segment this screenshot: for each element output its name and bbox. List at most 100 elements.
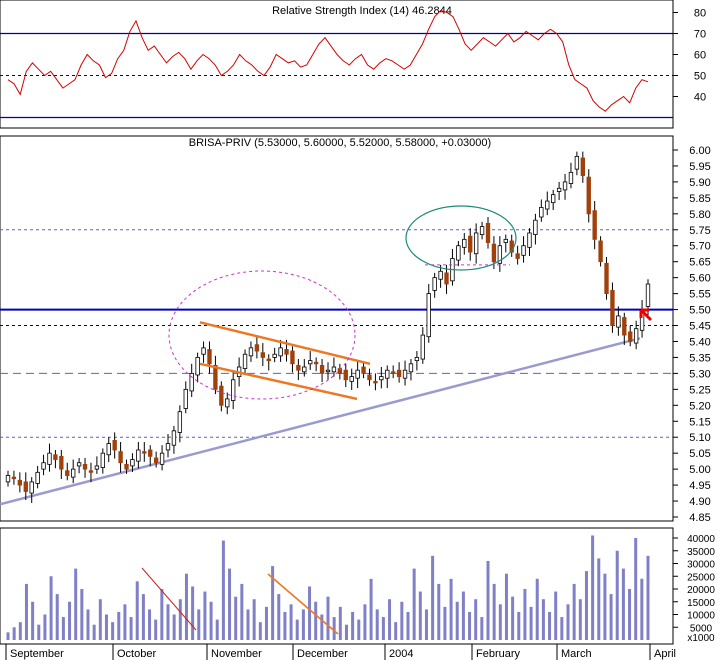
candle (159, 445, 165, 471)
volume-bar (468, 611, 472, 640)
volume-bar (560, 617, 564, 640)
volume-bar (480, 617, 484, 640)
candle-body (153, 457, 159, 464)
candle-body (527, 232, 532, 248)
candle (177, 405, 183, 443)
candle (308, 351, 313, 370)
candle (189, 363, 194, 398)
volume-bar (308, 586, 312, 640)
volume-bar (80, 589, 84, 640)
price-tick-label: 5.55 (689, 289, 710, 301)
candle-body (622, 317, 627, 336)
candle (361, 362, 366, 379)
candle-body (628, 331, 633, 342)
volume-bar (252, 599, 256, 640)
candle (562, 173, 568, 200)
candle-body (201, 347, 206, 355)
volume-bar (111, 622, 115, 640)
volume-bar (264, 606, 268, 640)
candle (165, 434, 171, 458)
price-tick-label: 5.95 (689, 161, 710, 173)
candle-body (313, 361, 319, 365)
candle-body (88, 470, 94, 473)
volume-bar (37, 624, 41, 640)
candle-body (349, 376, 354, 382)
volume-bar (209, 601, 213, 640)
candle-body (219, 385, 224, 406)
volume-bar (295, 619, 299, 640)
price-tick-label: 5.35 (689, 352, 710, 364)
candle (349, 368, 354, 390)
volume-bar (394, 622, 398, 640)
candle-body (438, 270, 443, 280)
candle (41, 454, 46, 476)
price-tick-label: 5.25 (689, 384, 710, 396)
candle (337, 363, 343, 380)
candle (59, 449, 64, 480)
candle (622, 312, 627, 345)
candle-body (408, 363, 414, 373)
month-label: October (117, 648, 156, 660)
candle (539, 199, 544, 222)
candle-body (71, 468, 76, 478)
candle-body (391, 371, 396, 374)
volume-bar (178, 599, 182, 640)
candle (5, 470, 11, 487)
price-tick-label: 5.70 (689, 241, 710, 253)
candle (633, 320, 639, 350)
candle (201, 341, 206, 363)
candle (515, 245, 520, 265)
candle (438, 264, 443, 288)
candle (260, 343, 265, 367)
candle-body (136, 449, 141, 462)
candle-body (426, 293, 431, 338)
candle (367, 368, 372, 386)
candle-body (539, 207, 544, 218)
volume-bar (406, 611, 410, 640)
candle (580, 151, 585, 183)
price-tick-label: 6.00 (689, 145, 710, 157)
candle-body (112, 440, 117, 451)
volume-bar (381, 617, 385, 640)
volume-bar (474, 599, 478, 640)
candle-body (242, 353, 248, 370)
candle (71, 459, 76, 484)
volume-bar (431, 555, 435, 640)
candle (391, 365, 396, 379)
candle-body (367, 374, 372, 381)
candle-body (159, 452, 165, 465)
volume-bar (572, 583, 576, 640)
candle (385, 365, 390, 389)
candle (551, 189, 556, 210)
candle-body (171, 430, 177, 446)
candle-body (266, 358, 271, 362)
volume-bar (504, 573, 508, 640)
volume-bar (49, 576, 53, 640)
candle-body (551, 194, 556, 204)
volume-bar (184, 573, 188, 640)
candle (325, 362, 331, 381)
volume-bar (31, 601, 35, 640)
candle (509, 234, 514, 257)
candle-body (118, 451, 123, 464)
candle (414, 351, 420, 371)
candle-body (355, 369, 360, 379)
candle-body (213, 365, 218, 390)
candle-body (610, 290, 615, 326)
volume-bar (351, 611, 355, 640)
axes: 80 70 60 50 40 6.00 5.95 5.90 5.85 5.80 5.75 5.70 5.… (5, 8, 715, 660)
price-tick-label: 5.80 (689, 209, 710, 221)
volume-bar (326, 596, 330, 640)
price-tick-label: 5.65 (689, 257, 710, 269)
candle (207, 341, 212, 374)
candle (456, 240, 461, 267)
candle-body (545, 200, 550, 210)
candle-body (497, 245, 503, 264)
candle-body (568, 171, 574, 184)
candle-body (207, 349, 212, 365)
volume-bar (160, 589, 164, 640)
candle-body (456, 245, 461, 261)
candle (479, 221, 485, 240)
candle (88, 462, 94, 483)
channel-lower (199, 362, 358, 401)
